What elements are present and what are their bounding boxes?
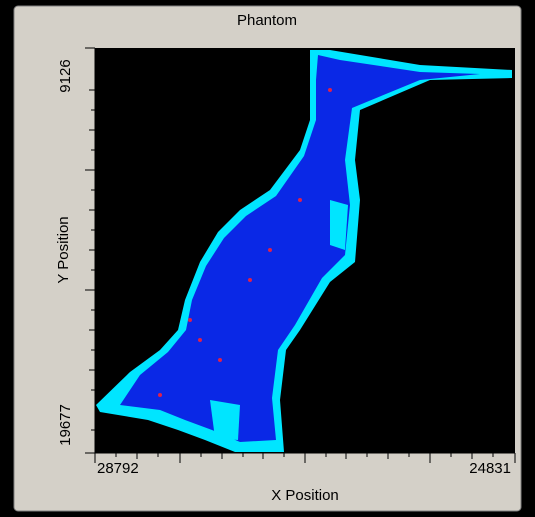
x-tick-label: 28792 xyxy=(97,460,139,477)
x-tick-label: 24831 xyxy=(469,460,511,477)
x-axis-label: X Position xyxy=(271,487,339,504)
image xyxy=(96,50,512,452)
y-tick-label: 9126 xyxy=(57,59,74,92)
y-axis-label: Y Position xyxy=(55,216,72,283)
chart-title: Phantom xyxy=(237,12,297,29)
minor-ticks xyxy=(85,89,494,463)
y-tick-label: 19677 xyxy=(57,404,74,446)
